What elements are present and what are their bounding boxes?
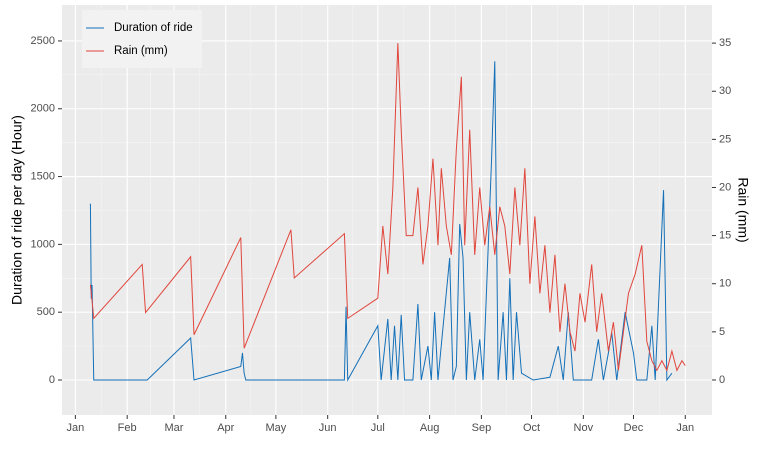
x-tick-label: Mar xyxy=(164,422,183,434)
y-tick-label: 1500 xyxy=(31,170,55,182)
legend-label: Duration of ride xyxy=(114,22,193,34)
y-tick-label: 500 xyxy=(37,306,55,318)
x-tick-label: Aug xyxy=(420,422,440,434)
x-tick-label: May xyxy=(265,422,286,434)
x-tick-label: Jan xyxy=(66,422,84,434)
x-tick-label: Sep xyxy=(472,422,492,434)
y2-tick-label: 20 xyxy=(719,181,731,193)
y-tick-label: 0 xyxy=(49,374,55,386)
x-tick-label: Feb xyxy=(118,422,137,434)
x-tick-label: Nov xyxy=(574,422,594,434)
plot-panel xyxy=(62,5,712,415)
y-axis-title: Duration of ride per day (Hour) xyxy=(9,115,25,305)
lines xyxy=(89,43,686,382)
y2-tick-label: 0 xyxy=(719,374,725,386)
y2-tick-label: 35 xyxy=(719,37,731,49)
y-tick-label: 1000 xyxy=(31,238,55,250)
series-line xyxy=(89,61,673,382)
y-tick-label: 2500 xyxy=(31,35,55,47)
y2-axis-title: Rain (mm) xyxy=(735,177,751,242)
y2-tick-label: 15 xyxy=(719,230,731,242)
y-tick-label: 2000 xyxy=(31,103,55,115)
x-tick-label: Jun xyxy=(319,422,337,434)
x-tick-label: Apr xyxy=(217,422,234,434)
legend-label: Rain (mm) xyxy=(114,45,168,57)
y2-tick-label: 5 xyxy=(719,326,725,338)
y2-tick-label: 10 xyxy=(719,278,731,290)
y2-tick-label: 30 xyxy=(719,85,731,97)
x-tick-label: Jan xyxy=(676,422,694,434)
legend: Duration of ride Rain (mm) xyxy=(82,10,202,68)
x-tick-label: Jul xyxy=(371,422,385,434)
y2-tick-label: 25 xyxy=(719,133,731,145)
series-line xyxy=(89,43,686,372)
x-tick-label: Dec xyxy=(624,422,644,434)
x-tick-label: Oct xyxy=(523,422,540,434)
